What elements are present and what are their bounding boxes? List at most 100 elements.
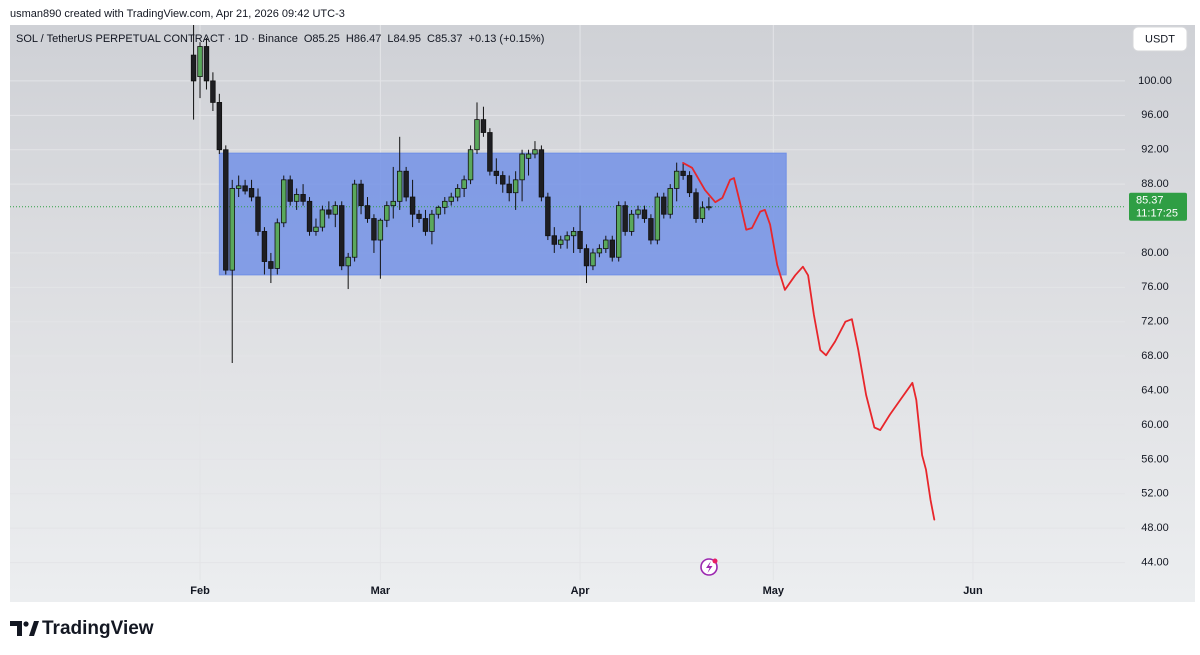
candle-body [255,196,261,232]
candle-body [403,170,409,198]
x-tick-label: May [763,585,785,597]
candle-body [512,179,519,194]
x-tick-label: Feb [190,585,210,597]
ohlc-key: C [427,33,435,45]
candle-body [500,175,506,185]
candle-body [590,252,596,267]
candle-body [235,185,242,189]
y-tick-label: 44.00 [1141,556,1169,568]
candle-body [551,235,557,245]
candle-body [332,205,338,215]
candle-body [493,170,500,176]
candle-body [429,213,435,232]
candle-body [699,207,706,219]
y-tick-label: 56.00 [1141,453,1169,465]
candle-body [474,119,480,151]
candle-body [390,200,396,207]
candle-body [435,206,442,215]
candle-body [223,149,229,271]
candle-body [506,183,512,194]
candle-body [293,194,300,202]
candle-body [667,188,673,215]
candle-body [706,206,712,209]
projection-line [682,161,936,521]
candle-body [454,188,461,198]
brand-logo [10,621,39,636]
candle-body [210,80,216,103]
candle-body [300,194,306,202]
ohlc-value: 86.47 [354,33,382,45]
brand-name: TradingView [42,618,154,639]
candle-body [532,149,538,155]
y-tick-label: 60.00 [1141,419,1169,431]
candle-body [538,149,545,198]
last-price-label: 85.37 [1136,195,1164,207]
candle-body [261,231,268,262]
ohlc-value: 85.37 [435,33,463,45]
symbol: SOL / TetherUS PERPETUAL CONTRACT · 1D ·… [16,33,298,45]
candle-body [519,153,525,181]
candle-body [339,205,345,267]
y-tick-label: 68.00 [1141,350,1169,362]
currency-button[interactable] [1132,26,1188,52]
ohlc-key: O [304,33,313,45]
candle-body [461,179,467,189]
candle-body [628,213,635,232]
last-price-tag [1129,192,1187,221]
y-tick-label: 48.00 [1141,522,1169,534]
candle-body [442,200,448,208]
ohlc: O85.25 H86.47 L84.95 C85.37 [304,33,463,45]
candle-body [635,209,641,215]
candle-body [686,175,693,194]
chart-background [10,25,1195,602]
candle-body [661,196,667,215]
change: +0.13 (+0.15%) [469,33,545,45]
ohlc-value: 85.25 [312,33,340,45]
candle-body [693,192,699,219]
y-tick-label: 88.00 [1141,178,1169,190]
candle-body [281,179,287,224]
y-tick-label: 96.00 [1141,109,1169,121]
candle-body [358,183,364,207]
candle-body [229,188,235,271]
candle-body [287,179,293,202]
candle-body [345,256,351,267]
candle-body [545,196,551,237]
candle-body [448,196,454,202]
candle-body [268,261,274,269]
x-tick-label: Jun [963,585,983,597]
candle-body [274,222,281,269]
y-tick-label: 52.00 [1141,488,1169,500]
candle-body [654,196,661,241]
axes: 100.00 96.00 92.00 88.00 80.00 76.00 72.00 68.0… [190,75,1187,597]
candle-body [609,239,615,258]
candle-body [313,226,319,232]
candle-body [377,219,384,241]
candle-body [216,102,223,151]
y-tick-label: 100.00 [1138,75,1172,87]
ohlc-value: 84.95 [394,33,422,45]
ohlc-key: H [346,33,354,45]
candle-body [397,170,403,202]
x-tick-label: Apr [571,585,591,597]
candle-body [558,239,564,245]
candle-body [641,209,648,219]
candle-body [409,196,416,215]
candle-body [351,183,358,258]
candle-body [197,46,203,78]
candle-body [416,213,422,219]
currency-label: USDT [1145,33,1175,45]
y-tick-label: 72.00 [1141,316,1169,328]
x-tick-label: Mar [371,585,391,597]
y-tick-label: 92.00 [1141,144,1169,156]
legend-line: SOL / TetherUS PERPETUAL CONTRACT · 1D ·… [16,33,544,45]
alert-icon [700,558,718,576]
candle-body [319,209,326,228]
ohlc-key: L [387,33,393,45]
candle-body [680,170,686,176]
credit-line: usman890 created with TradingView.com, A… [10,8,345,20]
candle-body [190,54,197,82]
candle-body [596,248,603,254]
candle-body [603,239,609,250]
